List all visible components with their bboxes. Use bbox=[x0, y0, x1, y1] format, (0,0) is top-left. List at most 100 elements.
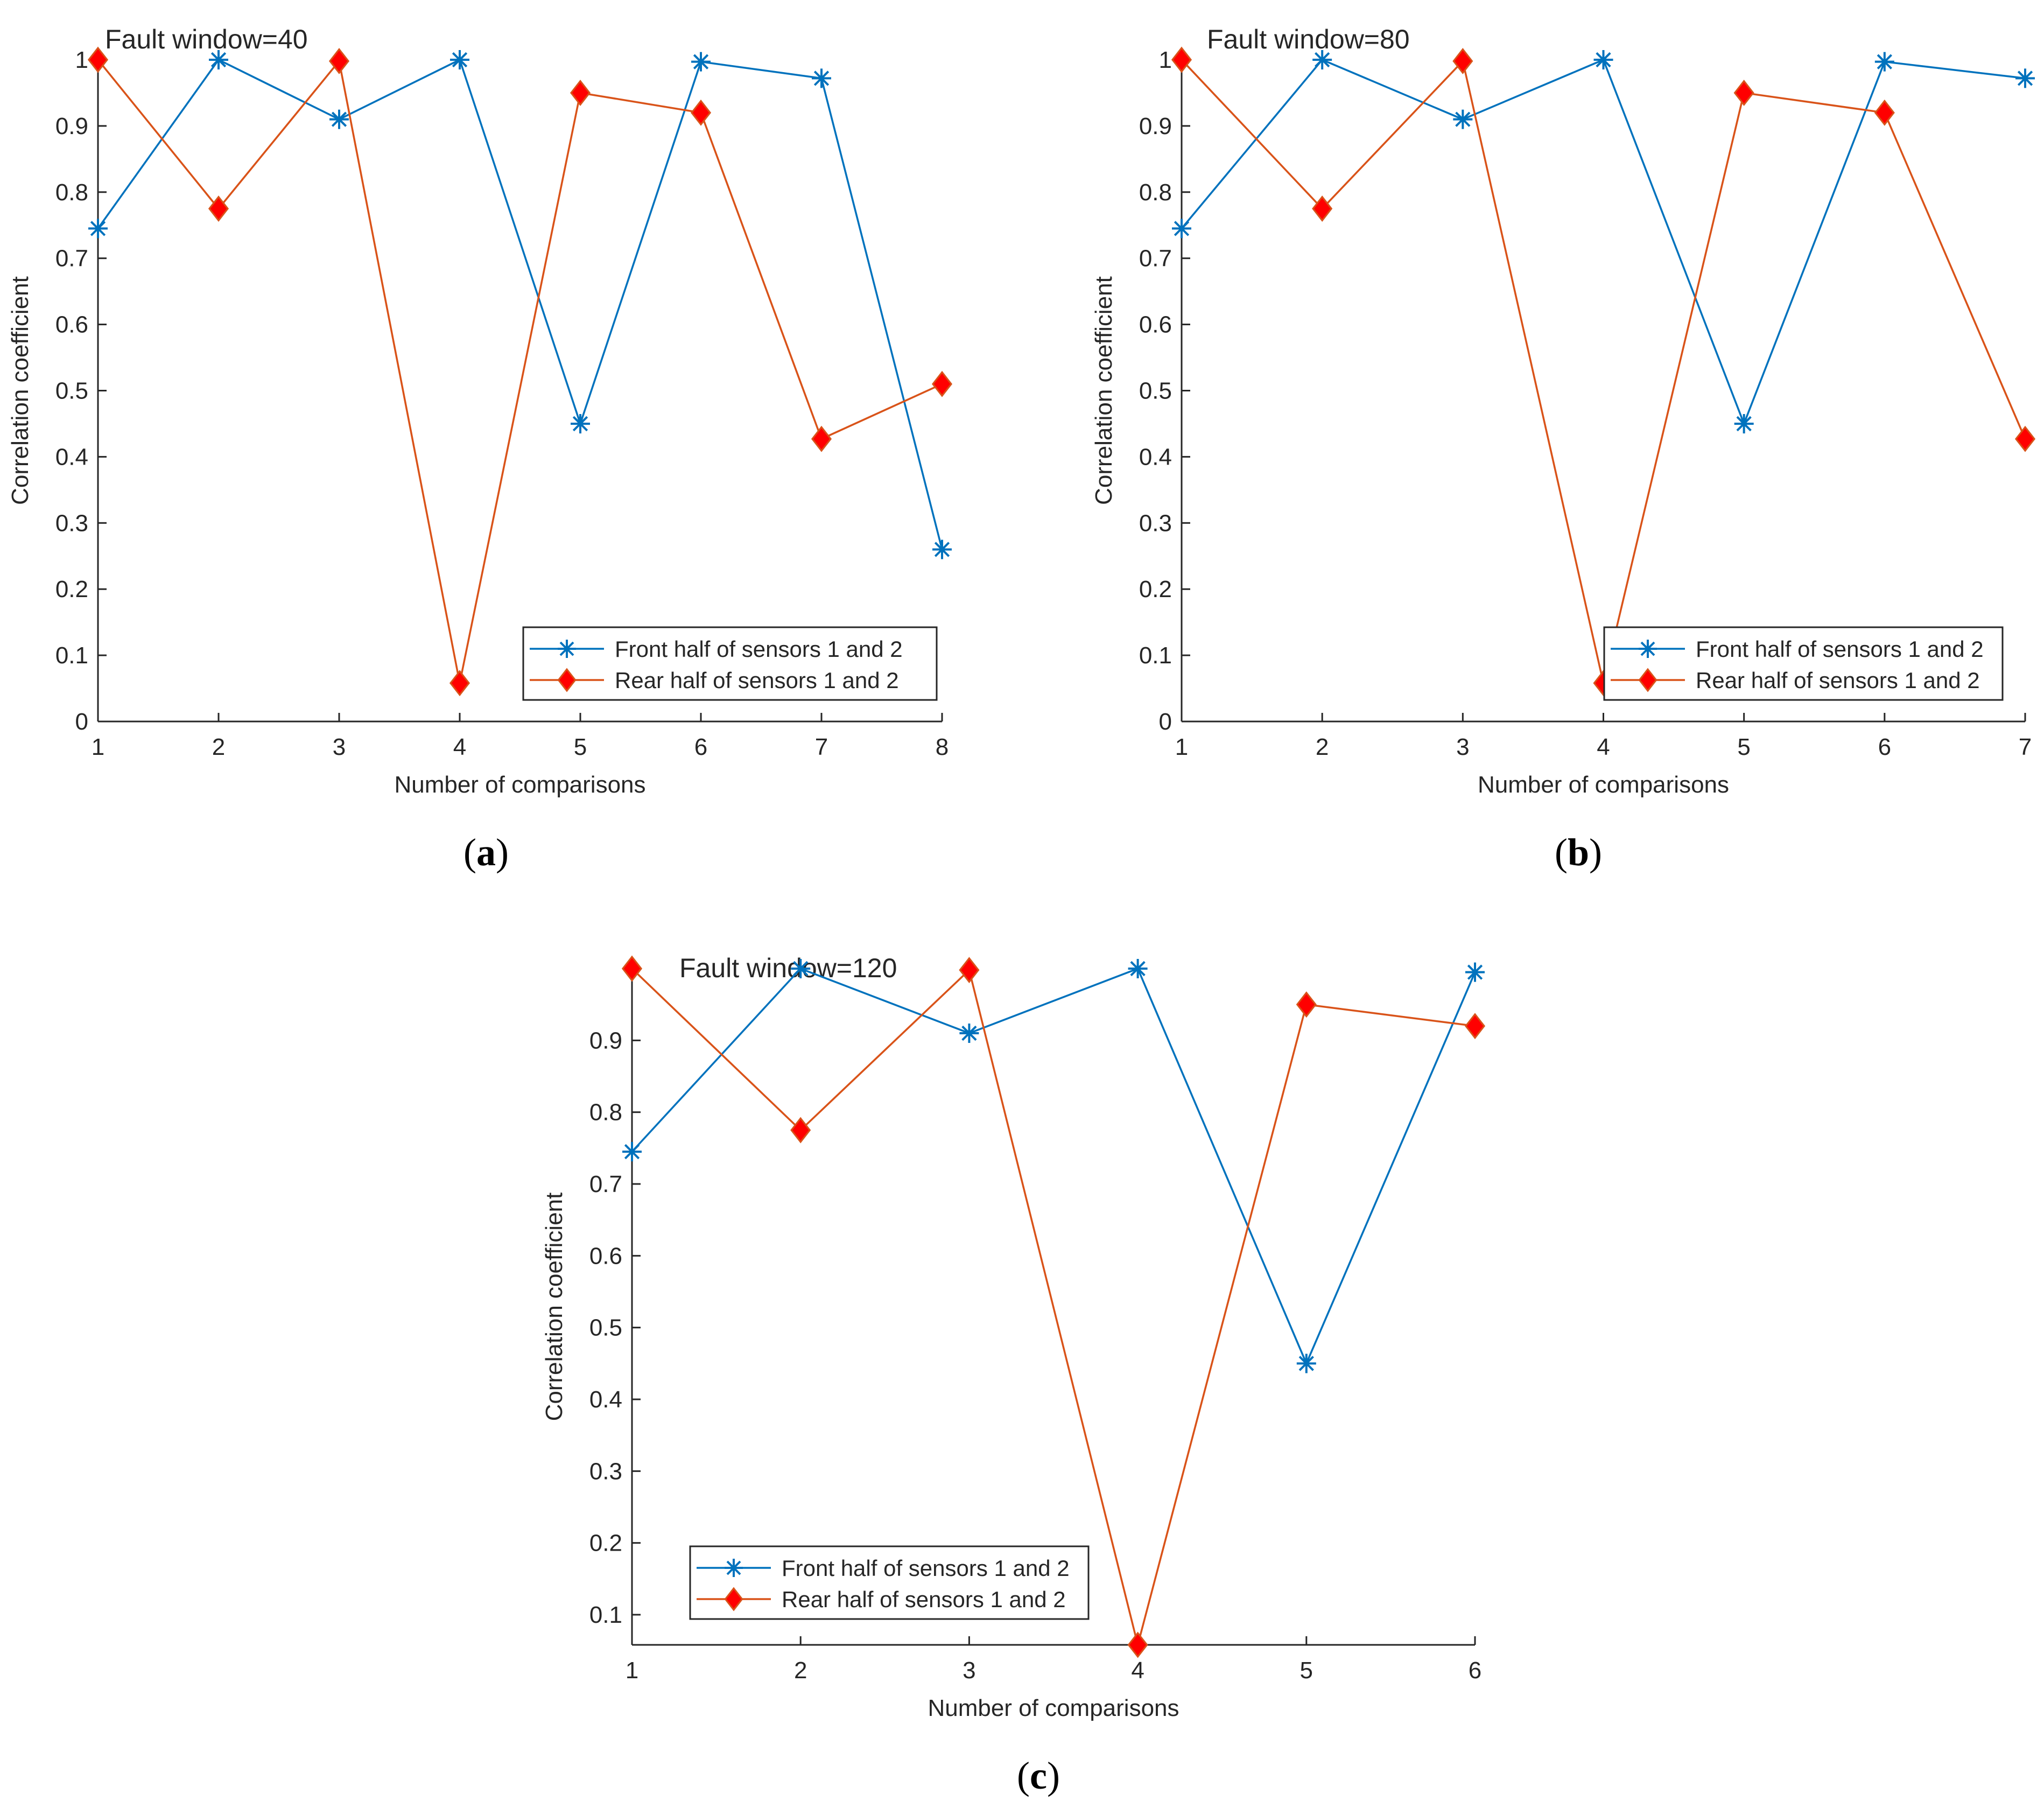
chart-2-y-tick-label-8: 0.9 bbox=[589, 1027, 622, 1054]
chart-2-series-1-point-0 bbox=[621, 955, 643, 982]
chart-0-series-1-point-1 bbox=[208, 195, 229, 222]
caption-c: (c) bbox=[1017, 1754, 1060, 1797]
panel-c: 1 2 3 4 5 6 0.1 0.2 0.3 0.4 0.5 0.6 0.7 0.8 0.9 Number … bbox=[541, 953, 1486, 1721]
chart-0-y-tick-label-5: 0.5 bbox=[55, 378, 88, 404]
chart-0-series-0-point-1 bbox=[209, 50, 228, 69]
chart-0-x-tick-label-4: 5 bbox=[574, 734, 587, 760]
chart-0-legend-label-1: Rear half of sensors 1 and 2 bbox=[615, 668, 899, 693]
chart-1-y-tick-label-0: 0 bbox=[1159, 709, 1172, 735]
chart-1-y-tick-label-10: 1 bbox=[1159, 47, 1172, 73]
chart-0-series-1-point-0 bbox=[87, 46, 109, 73]
chart-2-x-tick-label-3: 4 bbox=[1131, 1657, 1144, 1684]
chart-2-series-0-point-3 bbox=[1128, 959, 1148, 978]
chart-2-x-tick-label-0: 1 bbox=[626, 1657, 638, 1684]
chart-2-series-1-line bbox=[631, 968, 1476, 1645]
chart-0-x-tick-label-7: 8 bbox=[936, 734, 949, 760]
chart-2-series-0-point-0 bbox=[622, 1142, 642, 1161]
chart-2-legend-box bbox=[689, 1545, 1090, 1620]
caption-a-open: ( bbox=[463, 831, 476, 874]
chart-0-legend-marker-1 bbox=[557, 668, 577, 692]
panel-b: 1 2 3 4 5 6 7 0 0.1 0.2 0.3 0.4 0.5 0.6 0.7 0.8 0.9 1 Numb… bbox=[1091, 24, 2036, 798]
caption-a-letter: a bbox=[476, 831, 496, 874]
caption-a-close: ) bbox=[496, 831, 509, 874]
chart-1-series-1-point-6 bbox=[2014, 425, 2036, 452]
chart-2-legend-marker-1 bbox=[724, 1587, 743, 1611]
chart-1-x-tick-label-0: 1 bbox=[1175, 734, 1188, 760]
chart-1-series-0-point-4 bbox=[1734, 414, 1754, 433]
chart-2-x-tick-label-2: 3 bbox=[963, 1657, 975, 1684]
chart-2-series-1-point-3 bbox=[1127, 1631, 1148, 1658]
chart-2-series-1-point-5 bbox=[1464, 1013, 1486, 1040]
chart-2-y-tick-label-1: 0.2 bbox=[589, 1530, 622, 1557]
chart-2-y-tick-label-6: 0.7 bbox=[589, 1171, 622, 1197]
chart-2-y-tick-label-0: 0.1 bbox=[589, 1602, 622, 1628]
chart-0-legend-marker-0 bbox=[558, 640, 576, 658]
chart-2-title: Fault window=120 bbox=[679, 953, 897, 983]
chart-0-y-tick-label-3: 0.3 bbox=[55, 510, 88, 536]
chart-2-series-1-point-2 bbox=[959, 957, 980, 984]
chart-0-series-0-line bbox=[97, 58, 943, 550]
chart-0-y-tick-label-9: 0.9 bbox=[55, 113, 88, 139]
chart-0-x-tick-label-1: 2 bbox=[212, 734, 225, 760]
chart-0-y-tick-label-8: 0.8 bbox=[55, 179, 88, 206]
chart-1-series-0-point-2 bbox=[1453, 109, 1473, 129]
chart-1-legend-label-0: Front half of sensors 1 and 2 bbox=[1696, 636, 1984, 662]
chart-0-y-tick-label-7: 0.7 bbox=[55, 246, 88, 272]
chart-0-x-tick-label-5: 6 bbox=[694, 734, 707, 760]
chart-0-series-0-point-2 bbox=[329, 109, 349, 129]
chart-1-y-axis-label: Correlation coefficient bbox=[1091, 276, 1117, 505]
chart-0-series-1-point-2 bbox=[328, 48, 350, 74]
chart-1-series-1-point-4 bbox=[1733, 80, 1754, 106]
caption-b: (b) bbox=[1555, 831, 1602, 874]
chart-1-y-tick-label-8: 0.8 bbox=[1139, 179, 1172, 206]
chart-2-y-tick-label-7: 0.8 bbox=[589, 1099, 622, 1126]
chart-1-y-tick-label-1: 0.1 bbox=[1139, 642, 1172, 669]
chart-0-y-tick-label-10: 1 bbox=[75, 47, 88, 73]
caption-b-open: ( bbox=[1555, 831, 1568, 874]
chart-1-x-tick-label-1: 2 bbox=[1316, 734, 1329, 760]
chart-1-y-tick-label-6: 0.6 bbox=[1139, 312, 1172, 338]
chart-0-series-1-point-3 bbox=[449, 670, 470, 697]
chart-1-y-tick-label-3: 0.3 bbox=[1139, 510, 1172, 536]
caption-c-close: ) bbox=[1047, 1754, 1060, 1797]
chart-0-y-tick-label-6: 0.6 bbox=[55, 312, 88, 338]
chart-0-legend-label-0: Front half of sensors 1 and 2 bbox=[615, 636, 903, 662]
chart-2-series-0-point-4 bbox=[1296, 1354, 1316, 1373]
chart-0-y-tick-label-0: 0 bbox=[75, 709, 88, 735]
chart-1-x-tick-label-2: 3 bbox=[1456, 734, 1469, 760]
chart-1-x-tick-label-3: 4 bbox=[1597, 734, 1610, 760]
chart-2-x-tick-label-4: 5 bbox=[1300, 1657, 1313, 1684]
chart-1-y-tick-label-5: 0.5 bbox=[1139, 378, 1172, 404]
chart-0-legend: Front half of sensors 1 and 2 Rear half o… bbox=[522, 626, 938, 701]
caption-b-close: ) bbox=[1589, 831, 1602, 874]
chart-0-y-axis-label: Correlation coefficient bbox=[7, 276, 33, 505]
chart-0-x-tick-label-0: 1 bbox=[92, 734, 104, 760]
chart-2-x-axis-label: Number of comparisons bbox=[928, 1695, 1179, 1721]
chart-0-x-tick-label-6: 7 bbox=[815, 734, 828, 760]
chart-2-series-0-point-5 bbox=[1465, 962, 1485, 982]
chart-0-series-1-point-5 bbox=[690, 99, 712, 126]
chart-1-series-1-point-2 bbox=[1452, 48, 1473, 74]
chart-2-legend-label-0: Front half of sensors 1 and 2 bbox=[782, 1555, 1070, 1581]
caption-a: (a) bbox=[463, 831, 509, 874]
chart-1-series-1-point-5 bbox=[1874, 99, 1895, 126]
chart-0-y-tick-label-1: 0.1 bbox=[55, 642, 88, 669]
chart-2-series-0-point-2 bbox=[959, 1024, 979, 1043]
chart-1-series-0-point-0 bbox=[1172, 219, 1191, 239]
caption-c-letter: c bbox=[1030, 1754, 1047, 1797]
chart-1-x-axis-label: Number of comparisons bbox=[1478, 772, 1729, 798]
chart-0-series-1-point-7 bbox=[931, 370, 953, 397]
chart-2-x-tick-label-5: 6 bbox=[1469, 1657, 1481, 1684]
chart-1-x-tick-label-6: 7 bbox=[2019, 734, 2032, 760]
chart-2-series-1-point-1 bbox=[790, 1117, 811, 1144]
caption-b-letter: b bbox=[1568, 831, 1589, 874]
panel-a: 1 2 3 4 5 6 7 8 0 0.1 0.2 0.3 0.4 0.5 0.6 0.7 0.8 0.9 1 Num… bbox=[7, 24, 953, 798]
chart-1-series-0-point-6 bbox=[2015, 68, 2035, 88]
chart-0-legend-box bbox=[522, 626, 938, 701]
chart-2-series-1-point-4 bbox=[1296, 991, 1317, 1018]
chart-0-y-tick-label-4: 0.4 bbox=[55, 444, 88, 470]
chart-0-x-tick-label-2: 3 bbox=[333, 734, 346, 760]
chart-0-series-1-line bbox=[97, 59, 943, 684]
